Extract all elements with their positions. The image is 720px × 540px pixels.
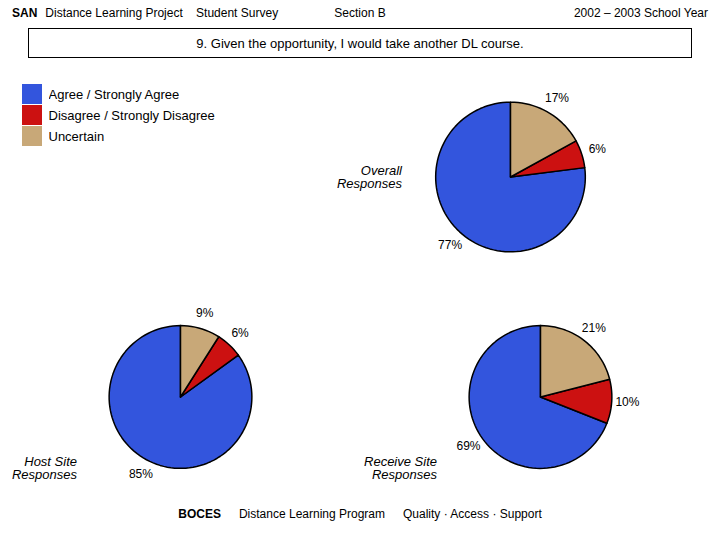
html-text:Disagree / Strongly Disagree: Disagree / Strongly Disagree xyxy=(48,107,215,123)
html-text:Agree / Strongly Agree: Agree / Strongly Agree xyxy=(48,86,180,102)
svg-text:6%: 6% xyxy=(231,326,249,340)
html-text:2002 – 2003 School Year: 2002 – 2003 School Year xyxy=(573,6,708,20)
html-text:9. Given the opportunity, I wo: 9. Given the opportunity, I would take a… xyxy=(196,35,524,51)
svg-text:Host SiteResponses: Host SiteResponses xyxy=(12,454,78,482)
html-text:Uncertain: Uncertain xyxy=(48,128,105,144)
svg-text:10%: 10% xyxy=(615,395,639,409)
svg-text:21%: 21% xyxy=(582,321,606,335)
svg-text:6%: 6% xyxy=(589,142,607,156)
html-text:BOCES: BOCES xyxy=(178,507,221,521)
svg-text:77%: 77% xyxy=(438,238,462,252)
svg-text:85%: 85% xyxy=(129,467,153,481)
html-text:Section B: Section B xyxy=(334,6,386,20)
svg-text:9%: 9% xyxy=(196,306,214,320)
html-text:Quality · Access · Support: Quality · Access · Support xyxy=(403,507,542,521)
svg-text:Receive SiteResponses: Receive SiteResponses xyxy=(364,454,437,482)
html-text:Distance Learning Program: Distance Learning Program xyxy=(238,507,385,521)
svg-text:17%: 17% xyxy=(545,91,569,105)
svg-text:69%: 69% xyxy=(456,439,480,453)
svg-text:OverallResponses: OverallResponses xyxy=(337,163,403,191)
html-text:SAN: SAN xyxy=(12,6,38,20)
html-text:Distance Learning Project Stud: Distance Learning Project Student Survey xyxy=(45,6,279,20)
